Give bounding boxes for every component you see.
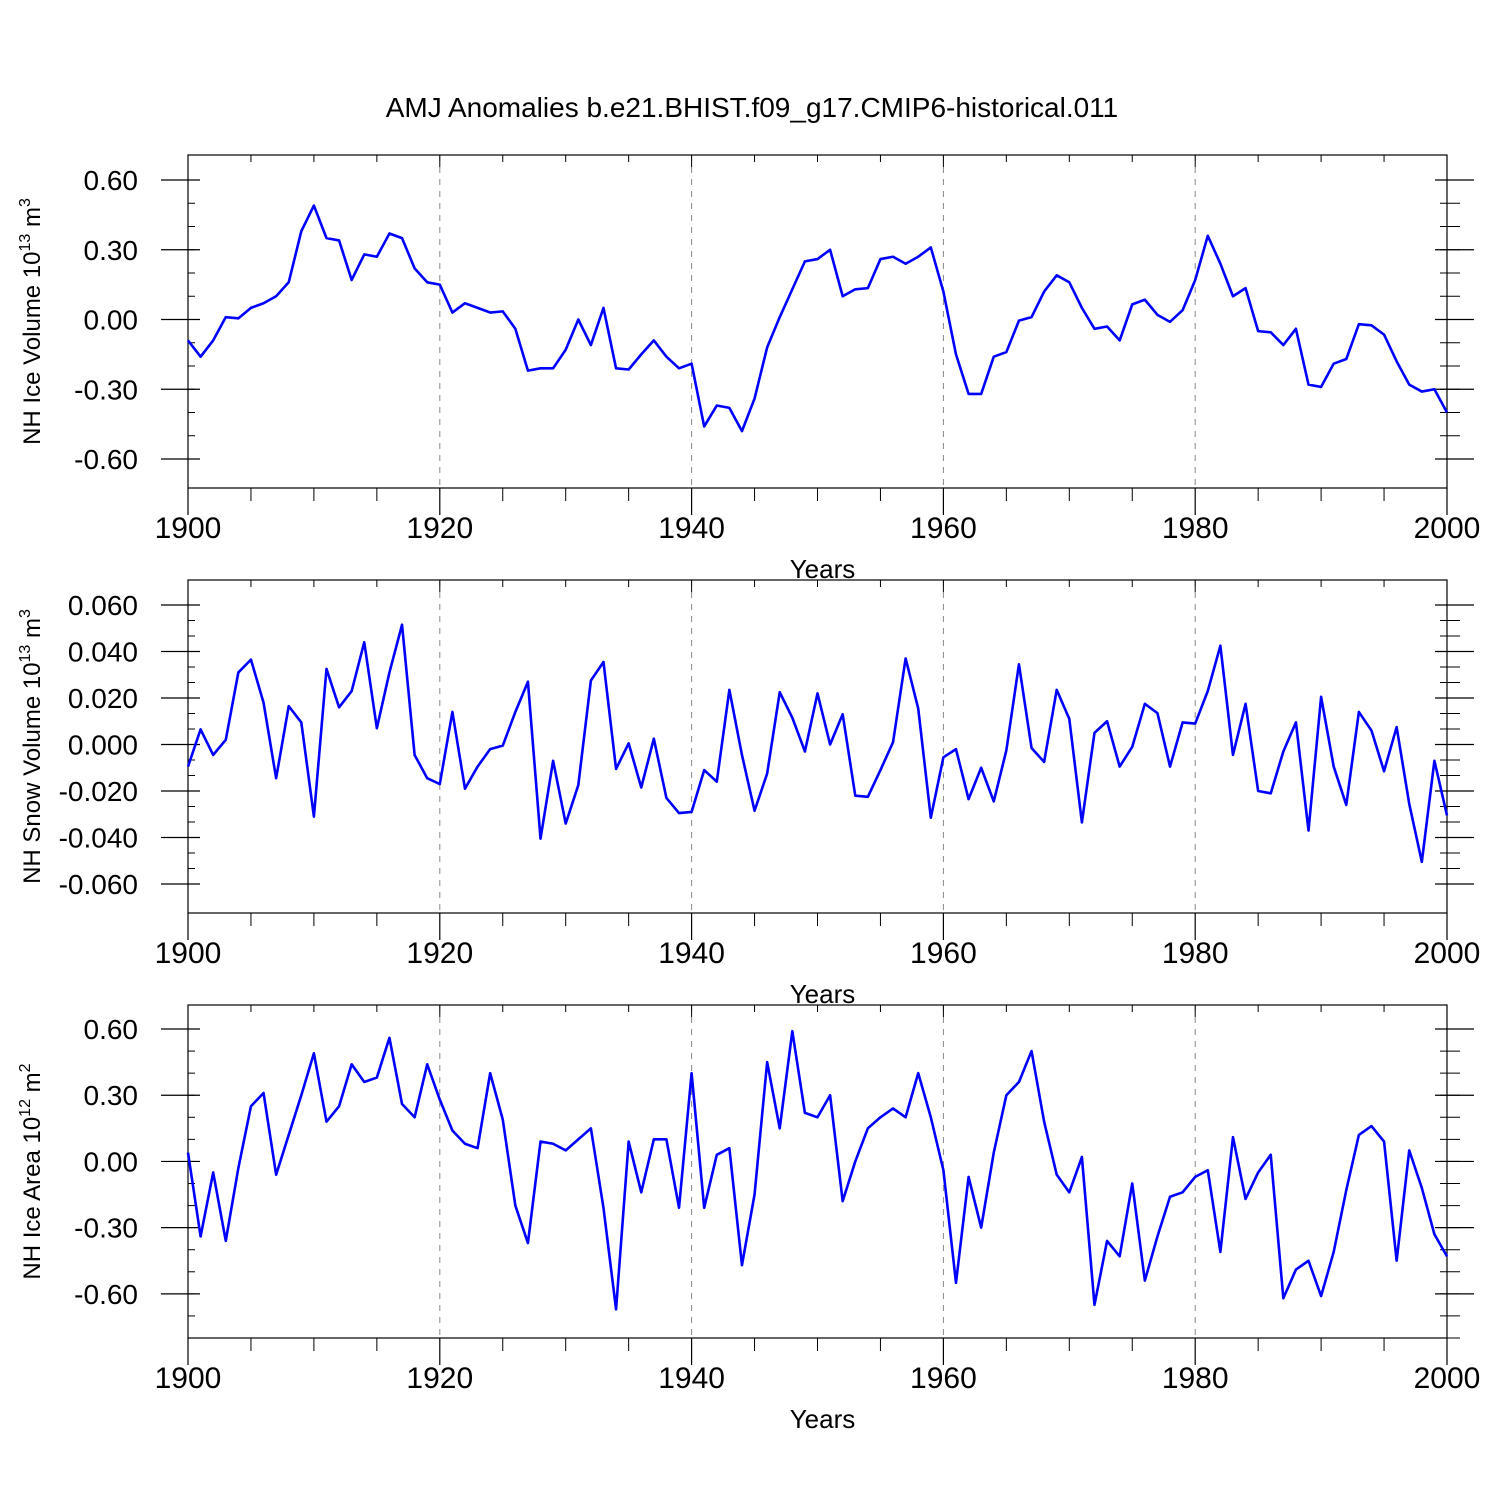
y-tick-label: 0.060 bbox=[68, 590, 138, 621]
x-axis-label: Years bbox=[790, 1404, 856, 1434]
y-tick-label: -0.060 bbox=[59, 869, 138, 900]
x-tick-label: 1960 bbox=[910, 512, 977, 545]
y-tick-label: -0.30 bbox=[74, 374, 138, 405]
series-line-snow-volume bbox=[186, 623, 1449, 864]
x-tick-label: 1920 bbox=[406, 937, 473, 970]
y-axis-label-unit: m bbox=[19, 618, 46, 645]
y-tick-label: 0.040 bbox=[68, 637, 138, 668]
y-tick-label: 0.00 bbox=[84, 1146, 139, 1177]
y-axis-label: NH Snow Volume 1013 m3 bbox=[17, 609, 46, 884]
y-axis-label-exponent: 13 bbox=[17, 234, 34, 252]
x-axis-label: Years bbox=[790, 554, 856, 584]
y-axis-label-unit-exponent: 2 bbox=[17, 1063, 34, 1072]
y-tick-label: -0.30 bbox=[74, 1213, 138, 1244]
panels-group: -0.60 -0.30 0.00 0.30 0.60 1900 1920 1940 1960 19… bbox=[17, 154, 1481, 1434]
panel-snow-volume: -0.060 -0.040 -0.020 0.000 0.020 0.040 0.060 19… bbox=[17, 579, 1481, 1009]
x-tick-label: 1900 bbox=[155, 1362, 222, 1395]
x-tick-label: 1940 bbox=[658, 937, 725, 970]
panel-ice-area: -0.60 -0.30 0.00 0.30 0.60 1900 1920 1940 1960 19… bbox=[17, 1004, 1481, 1434]
y-tick-label: 0.60 bbox=[84, 165, 139, 196]
y-axis-label-text: NH Ice Area 10 bbox=[19, 1117, 46, 1280]
x-tick-label: 1960 bbox=[910, 937, 977, 970]
y-axis-label: NH Ice Volume 1013 m3 bbox=[17, 198, 46, 445]
x-tick-label: 1900 bbox=[155, 937, 222, 970]
series-line-ice-volume bbox=[186, 204, 1449, 433]
y-tick-label: 0.020 bbox=[68, 683, 138, 714]
y-axis-label-exponent: 13 bbox=[17, 645, 34, 663]
x-tick-label: 2000 bbox=[1414, 937, 1481, 970]
y-tick-label: -0.60 bbox=[74, 1279, 138, 1310]
y-tick-label: 0.60 bbox=[84, 1014, 139, 1045]
x-tick-label: 2000 bbox=[1414, 1362, 1481, 1395]
x-tick-label: 1980 bbox=[1162, 512, 1229, 545]
y-tick-label: 0.30 bbox=[84, 235, 139, 266]
y-axis-label-unit-exponent: 3 bbox=[17, 198, 34, 207]
y-tick-label: 0.00 bbox=[84, 305, 139, 336]
x-axis-label: Years bbox=[790, 979, 856, 1009]
y-axis-label-text: NH Snow Volume 10 bbox=[19, 662, 46, 883]
y-tick-label: -0.020 bbox=[59, 776, 138, 807]
y-tick-label: 0.30 bbox=[84, 1080, 139, 1111]
figure-title: AMJ Anomalies b.e21.BHIST.f09_g17.CMIP6-… bbox=[386, 92, 1119, 123]
y-tick-label: 0.000 bbox=[68, 730, 138, 761]
x-tick-label: 1920 bbox=[406, 1362, 473, 1395]
x-tick-label: 1960 bbox=[910, 1362, 977, 1395]
x-tick-label: 1980 bbox=[1162, 937, 1229, 970]
x-tick-label: 1900 bbox=[155, 512, 222, 545]
y-axis-label-exponent: 12 bbox=[17, 1099, 34, 1117]
x-tick-label: 1940 bbox=[658, 512, 725, 545]
panel-ice-volume: -0.60 -0.30 0.00 0.30 0.60 1900 1920 1940 1960 19… bbox=[17, 154, 1481, 584]
series-line-ice-area bbox=[186, 1029, 1449, 1311]
x-tick-label: 1920 bbox=[406, 512, 473, 545]
y-axis-label-text: NH Ice Volume 10 bbox=[19, 251, 46, 444]
y-tick-label: -0.040 bbox=[59, 823, 138, 854]
y-axis-label-unit: m bbox=[19, 207, 46, 234]
y-tick-label: -0.60 bbox=[74, 444, 138, 475]
x-tick-label: 1940 bbox=[658, 1362, 725, 1395]
y-axis-label-unit: m bbox=[19, 1072, 46, 1099]
y-axis-label-unit-exponent: 3 bbox=[17, 609, 34, 618]
x-tick-label: 1980 bbox=[1162, 1362, 1229, 1395]
x-tick-label: 2000 bbox=[1414, 512, 1481, 545]
y-axis-label: NH Ice Area 1012 m2 bbox=[17, 1063, 46, 1279]
